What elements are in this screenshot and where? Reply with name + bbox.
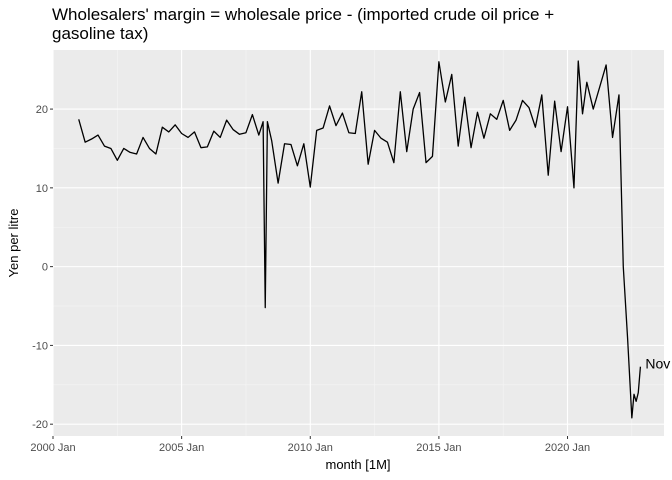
y-axis-title: Yen per litre [6, 209, 21, 278]
x-tick-label: 2000 Jan [30, 442, 75, 454]
plot-panel [53, 50, 664, 436]
series-line [78, 60, 642, 419]
x-tick-label: 2015 Jan [416, 442, 461, 454]
y-tick-label: -10 [32, 340, 48, 352]
chart-title-line-2: gasoline tax) [52, 24, 148, 43]
x-tick-label: 2010 Jan [288, 442, 333, 454]
chart-title-line-1: Wholesalers' margin = wholesale price - … [52, 5, 554, 24]
x-axis-title: month [1M] [325, 457, 390, 472]
y-tick-label: 10 [36, 183, 48, 195]
y-tick-label: -20 [32, 419, 48, 431]
annotation-label: Nov [645, 356, 670, 372]
y-tick-label: 0 [42, 262, 48, 274]
y-tick-label: 20 [36, 104, 48, 116]
y-axis-ticks: -20 -10 0 10 20 [32, 104, 53, 431]
x-axis-ticks: 2000 Jan 2005 Jan 2010 Jan 2015 Jan 2020 Jan [30, 436, 590, 454]
x-tick-label: 2020 Jan [545, 442, 590, 454]
x-tick-label: 2005 Jan [159, 442, 204, 454]
